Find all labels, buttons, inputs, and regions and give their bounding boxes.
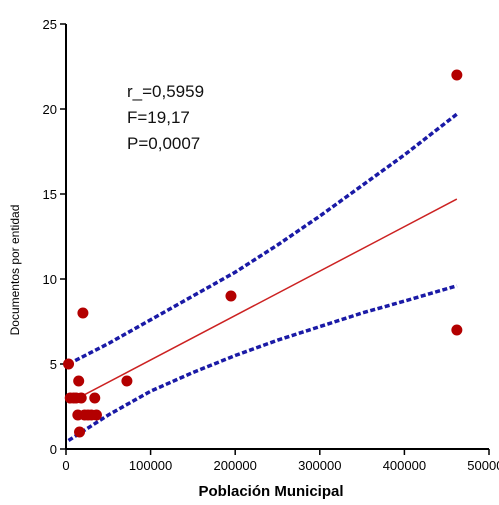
y-tick-label: 25 [43, 17, 57, 32]
data-points [63, 69, 463, 438]
x-tick-label: 300000 [298, 458, 341, 473]
y-axis-title: Documentos por entidad [8, 205, 22, 336]
data-point [90, 409, 102, 421]
regression-line-group [68, 198, 458, 404]
y-tick-label: 5 [50, 357, 57, 372]
x-tick-label: 200000 [214, 458, 257, 473]
x-axis-title: Población Municipal [198, 483, 343, 500]
x-tick-label: 500000 [467, 458, 499, 473]
data-point [75, 392, 87, 404]
x-tick-label: 100000 [129, 458, 172, 473]
axes [65, 24, 489, 450]
data-point [74, 426, 86, 438]
y-ticks: 0 5 10 15 20 25 [43, 17, 66, 457]
regression-line [68, 198, 458, 404]
data-point [451, 324, 463, 336]
p-value: P=0,0007 [127, 134, 200, 153]
y-tick-label: 0 [50, 442, 57, 457]
stats-annotation: r_=0,5959 F=19,17 P=0,0007 [127, 82, 204, 153]
correlation-coefficient: r_=0,5959 [127, 82, 204, 101]
y-tick-label: 20 [43, 102, 57, 117]
x-tick-label: 400000 [383, 458, 426, 473]
data-point [121, 375, 133, 387]
x-tick-label: 0 [62, 458, 69, 473]
ci-upper-line [67, 112, 458, 366]
data-point [73, 375, 85, 387]
y-tick-label: 10 [43, 272, 57, 287]
f-statistic: F=19,17 [127, 108, 190, 127]
data-point [451, 69, 463, 81]
x-ticks: 0 100000 200000 300000 400000 500000 [62, 449, 499, 473]
data-point [225, 290, 237, 302]
y-tick-label: 15 [43, 187, 57, 202]
confidence-band [67, 112, 458, 442]
data-point [77, 307, 89, 319]
data-point [89, 392, 101, 404]
ci-lower-line [67, 284, 458, 442]
data-point [63, 358, 75, 370]
